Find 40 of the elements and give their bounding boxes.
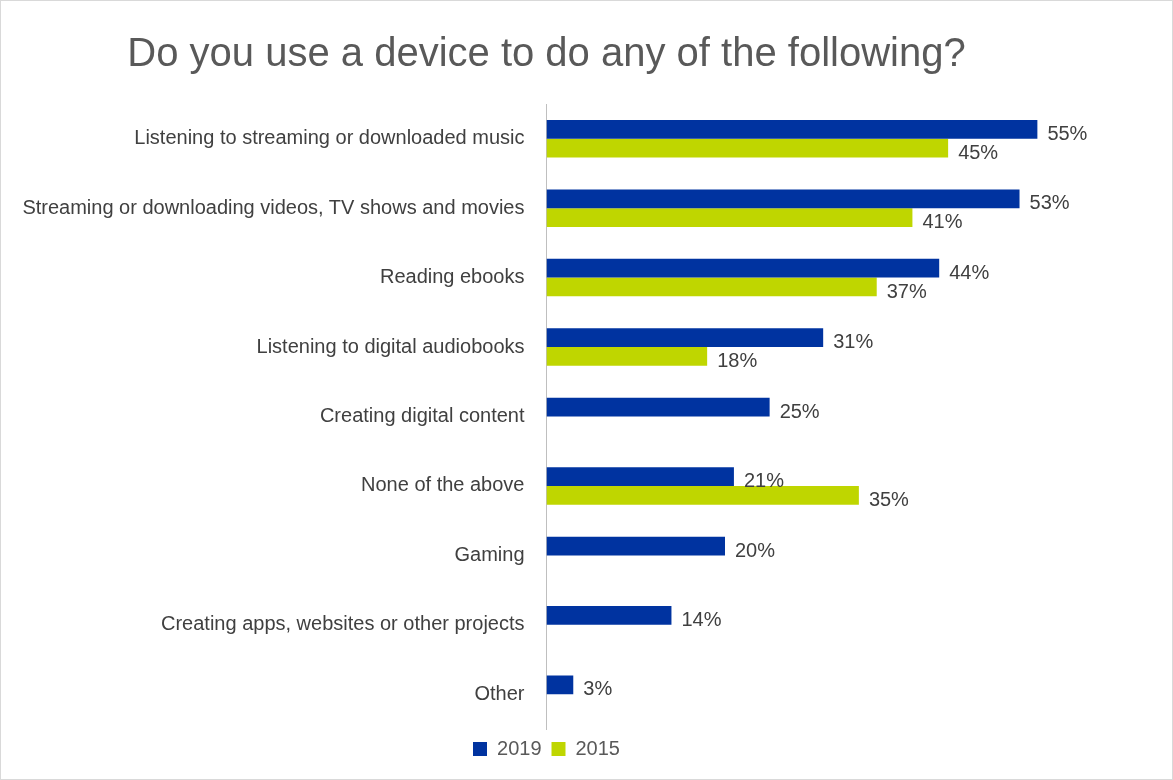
data-label: 37% [886,279,927,302]
bar [546,397,770,417]
bar [546,208,913,227]
data-label: 41% [922,210,963,233]
data-label: 53% [1029,191,1070,214]
y-tick-label: Creating apps, websites or other projects [160,612,525,635]
bar [546,485,859,505]
bar [546,258,940,278]
y-tick-label: Creating digital content [319,404,525,427]
data-label: 18% [717,348,758,371]
bar [546,119,1038,139]
y-tick-label: Listening to digital audiobooks [256,334,525,357]
bar [546,328,824,348]
data-label: 3% [583,677,613,700]
data-label: 45% [958,140,999,163]
bar [546,467,734,486]
data-label: 20% [735,538,776,561]
legend-label: 2019 [497,736,542,759]
data-label: 55% [1047,121,1088,144]
data-label: 25% [779,399,820,422]
y-tick-label: Gaming [454,542,525,565]
bar [546,189,1020,209]
bar [546,277,877,297]
bar [546,138,949,158]
y-tick-label: Reading ebooks [379,265,525,288]
data-label: 44% [949,260,990,283]
y-tick-label: Other [474,681,525,704]
y-tick-label: None of the above [361,473,525,496]
legend-label: 2015 [575,736,620,759]
data-label: 14% [681,607,722,630]
y-tick-label: Streaming or downloading videos, TV shows and movies [22,195,525,218]
data-label: 21% [743,469,785,492]
bar [546,675,574,695]
chart-title: Do you use a device to do any of the following? [127,30,966,75]
bar [546,536,725,556]
bar [546,347,708,366]
data-label: 35% [868,487,910,510]
data-label: 31% [833,330,874,353]
bar [546,606,672,625]
y-tick-label: Listening to streaming or downloaded music [134,126,525,149]
